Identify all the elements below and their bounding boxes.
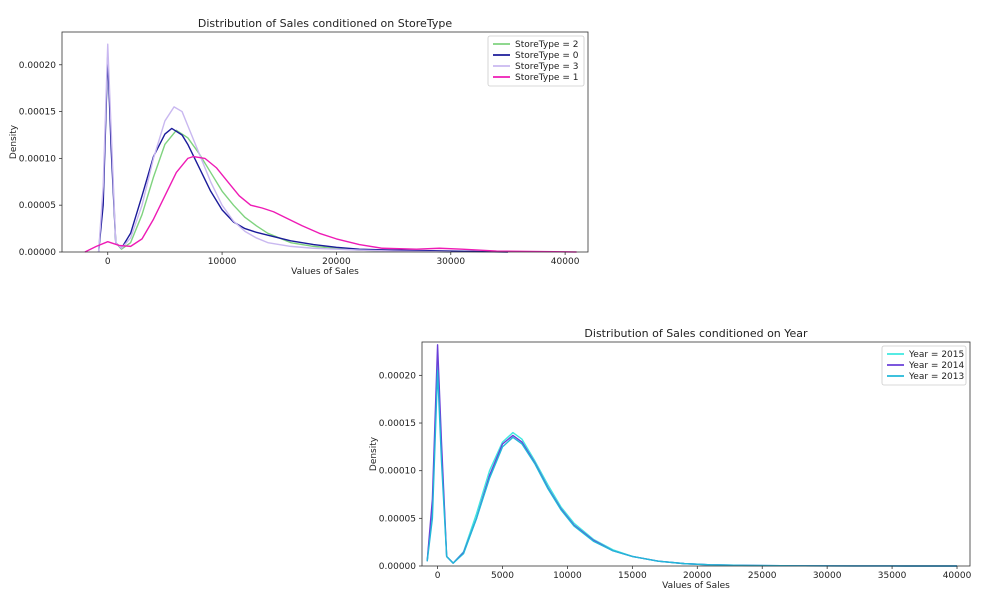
- y-axis-label: Density: [369, 436, 379, 471]
- legend-entry-0: Year = 2015: [908, 350, 964, 360]
- chart-title: Distribution of Sales conditioned on Yea…: [584, 327, 808, 340]
- y-axis-label: Density: [9, 124, 19, 159]
- x-tick-label: 30000: [813, 571, 842, 581]
- x-tick-label: 5000: [491, 571, 514, 581]
- y-tick-label: 0.00000: [379, 562, 416, 572]
- x-tick-label: 20000: [322, 257, 351, 267]
- storetype-chart: Distribution of Sales conditioned on Sto…: [9, 17, 589, 277]
- legend-entry-3: StoreType = 1: [515, 73, 578, 83]
- y-tick-label: 0.00015: [19, 108, 56, 118]
- y-tick-label: 0.00000: [19, 248, 56, 258]
- x-axis-label: Values of Sales: [291, 267, 359, 277]
- x-axis-label: Values of Sales: [662, 581, 730, 591]
- x-tick-label: 35000: [878, 571, 907, 581]
- y-tick-label: 0.00015: [379, 419, 416, 429]
- y-tick-label: 0.00010: [379, 467, 416, 477]
- year-chart: Distribution of Sales conditioned on Yea…: [369, 327, 972, 591]
- x-tick-label: 0: [435, 571, 441, 581]
- y-tick-label: 0.00020: [379, 371, 416, 381]
- series-line-1: [97, 54, 508, 253]
- x-tick-label: 15000: [618, 571, 647, 581]
- x-tick-label: 0: [105, 257, 111, 267]
- y-tick-label: 0.00005: [379, 514, 416, 524]
- legend-entry-1: Year = 2014: [908, 361, 964, 371]
- y-tick-label: 0.00005: [19, 201, 56, 211]
- chart-title: Distribution of Sales conditioned on Sto…: [198, 17, 452, 30]
- x-tick-label: 10000: [553, 571, 582, 581]
- axes-frame: [421, 341, 971, 567]
- series-line-2: [97, 43, 451, 253]
- legend-entry-0: StoreType = 2: [515, 40, 578, 50]
- legend-box: [487, 35, 585, 87]
- x-tick-label: 20000: [683, 571, 712, 581]
- y-tick-label: 0.00020: [19, 61, 56, 71]
- series-line-0: [426, 355, 958, 567]
- x-tick-label: 30000: [436, 257, 465, 267]
- legend-entry-2: Year = 2013: [908, 372, 964, 382]
- y-tick-label: 0.00010: [19, 154, 56, 164]
- series-line-1: [426, 344, 958, 567]
- series-line-3: [84, 155, 577, 253]
- x-tick-label: 40000: [943, 571, 972, 581]
- x-tick-label: 25000: [748, 571, 777, 581]
- x-tick-label: 40000: [551, 257, 580, 267]
- legend-entry-1: StoreType = 0: [515, 51, 579, 61]
- x-tick-label: 10000: [208, 257, 237, 267]
- axes-frame: [61, 31, 589, 253]
- legend-entry-2: StoreType = 3: [515, 62, 578, 72]
- series-line-2: [426, 369, 958, 567]
